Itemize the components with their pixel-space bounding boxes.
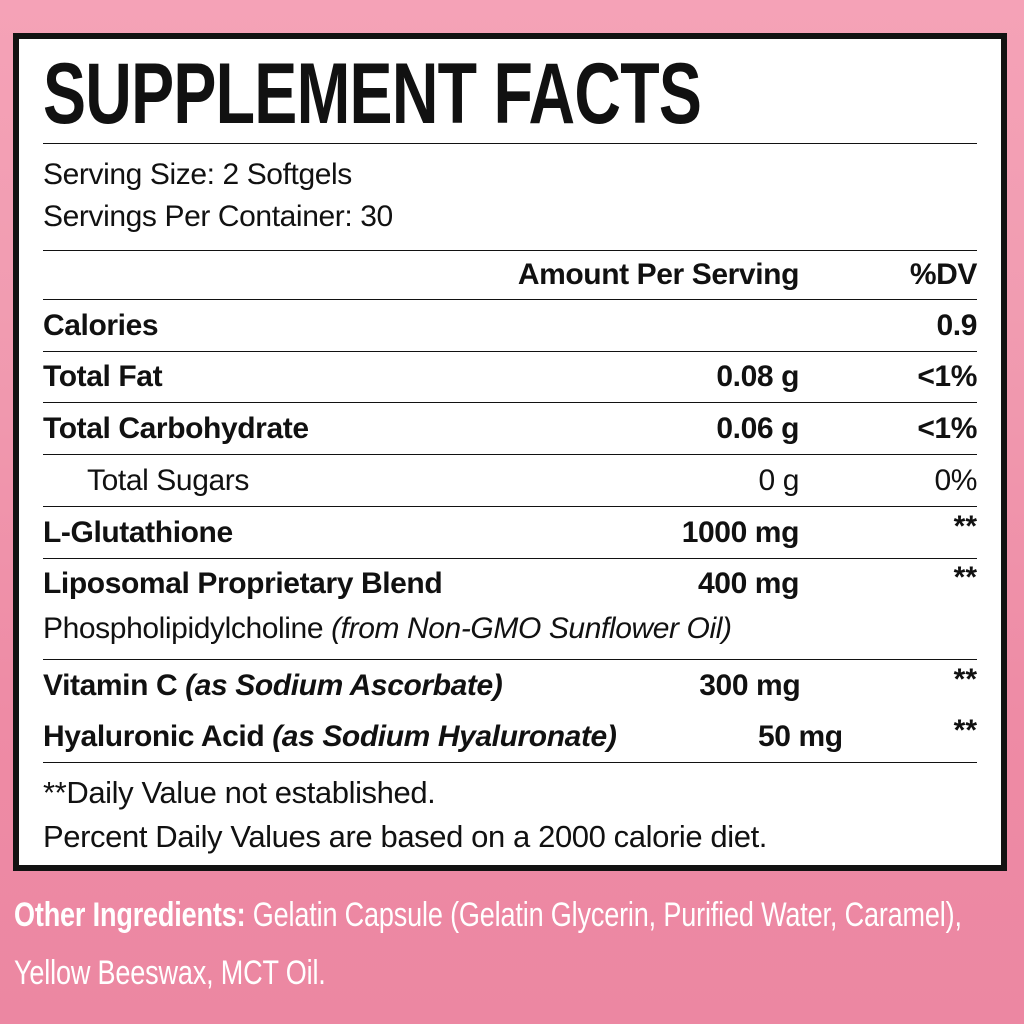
row-label: L-Glutathione [43,515,233,549]
table-row-vitamin-c: Vitamin C (as Sodium Ascorbate) 300 mg *… [43,660,977,711]
row-label: Total Carbohydrate [43,412,309,446]
blend-ingredient-line: Phospholipidylcholine (from Non-GMO Sunf… [43,609,977,659]
row-amount: 1000 mg [681,515,800,549]
servings-per-container: Servings Per Container: 30 [43,200,393,234]
row-dv: ** [953,663,977,697]
divider [43,250,977,251]
table-header-row: Amount Per Serving %DV [43,251,978,299]
row-label: Vitamin C (as Sodium Ascorbate) [43,669,503,703]
row-amount: 300 mg [699,669,801,703]
row-dv: <1% [917,412,977,446]
table-row-hyaluronic-acid: Hyaluronic Acid (as Sodium Hyaluronate) … [43,711,977,762]
table-row-total-fat: Total Fat 0.08 g <1% [43,351,977,402]
other-ingredients-label: Other Ingredients: [14,896,246,934]
row-amount: 400 mg [698,567,799,601]
footnote-dv-not-established: **Daily Value not established. [43,775,436,811]
blend-ingredient-name: Phospholipidylcholine [43,612,332,646]
row-dv: ** [953,561,977,595]
panel-title: SUPPLEMENT FACTS [43,51,977,137]
divider [43,454,977,455]
row-dv: <1% [917,360,977,394]
header-dv: %DV [909,258,978,291]
other-ingredients-text: Gelatin Capsule (Gelatin Glycerin, Purif… [14,896,962,992]
serving-size: Serving Size: 2 Softgels [43,158,352,192]
footnote-percent-dv: Percent Daily Values are based on a 2000… [43,819,768,855]
panel-title-text: SUPPLEMENT FACTS [43,46,702,142]
row-label: Total Fat [43,360,163,394]
other-ingredients: Other Ingredients: Gelatin Capsule (Gela… [14,886,1024,1002]
table-row-liposomal-blend: Liposomal Proprietary Blend 400 mg ** [43,558,977,609]
supplement-facts-panel: SUPPLEMENT FACTS Serving Size: 2 Softgel… [13,33,1007,871]
divider [43,505,977,507]
table-row-calories: Calories 0.9 [43,300,977,351]
title-divider-bar [43,143,977,145]
blend-ingredient-source: (from Non-GMO Sunflower Oil) [331,612,732,646]
row-amount: 0.08 g [716,360,799,394]
row-amount: 0 g [758,463,799,497]
table-row-l-glutathione: L-Glutathione 1000 mg ** [43,507,977,558]
row-amount: 50 mg [758,720,843,754]
divider [43,557,977,559]
row-dv: 0% [934,463,977,497]
divider [43,402,977,404]
row-label: Calories [43,308,159,342]
footnote-divider [43,762,977,764]
row-label: Total Sugars [87,463,249,497]
header-amount-per-serving: Amount Per Serving [517,258,800,291]
row-dv: 0.9 [936,308,977,342]
table-row-total-carbohydrate: Total Carbohydrate 0.06 g <1% [43,403,977,454]
row-amount: 0.06 g [716,412,799,446]
divider [43,350,977,352]
row-dv: ** [953,509,977,543]
table-row-total-sugars: Total Sugars 0 g 0% [43,455,977,506]
divider [43,659,977,661]
row-label: Hyaluronic Acid (as Sodium Hyaluronate) [43,720,617,754]
row-label: Liposomal Proprietary Blend [43,567,443,601]
table-rowgroup-liposomal-blend: Liposomal Proprietary Blend 400 mg ** Ph… [43,558,977,659]
row-dv: ** [953,714,977,748]
divider [43,299,977,300]
footnotes: **Daily Value not established. Percent D… [43,763,977,859]
